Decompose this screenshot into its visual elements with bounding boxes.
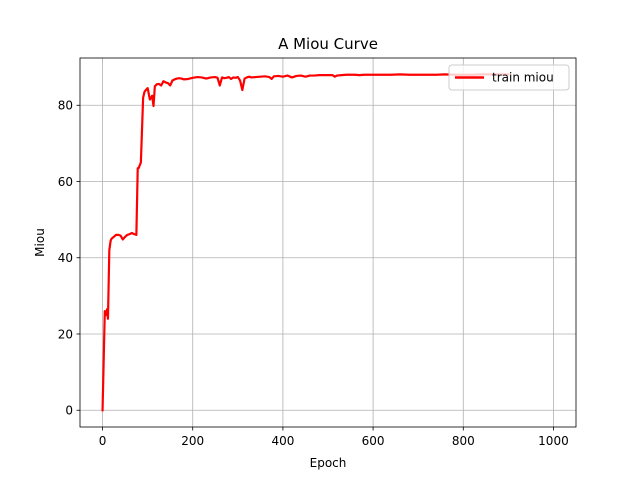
x-tick-label: 600 <box>362 434 385 448</box>
x-tick-label: 400 <box>271 434 294 448</box>
x-tick-label: 200 <box>181 434 204 448</box>
x-tick-label: 1000 <box>538 434 569 448</box>
axes-frame <box>79 57 577 428</box>
series-layer <box>101 73 510 412</box>
ticks: 0 200 400 600 800 1000 0 20 40 60 80 <box>58 99 569 448</box>
legend: train miou <box>448 64 570 91</box>
chart-title: A Miou Curve <box>278 35 378 53</box>
legend-box <box>448 64 570 91</box>
y-tick-label: 80 <box>58 99 73 113</box>
x-tick-label: 0 <box>99 434 107 448</box>
grid <box>80 58 576 427</box>
x-tick-label: 800 <box>452 434 475 448</box>
y-tick-label: 40 <box>58 251 73 265</box>
y-tick-label: 0 <box>65 404 73 418</box>
y-tick-label: 60 <box>58 175 73 189</box>
x-axis-label: Epoch <box>310 456 347 470</box>
y-tick-label: 20 <box>58 327 73 341</box>
legend-label: train miou <box>492 71 554 85</box>
y-axis-label: Miou <box>33 228 47 257</box>
series-line-train-miou <box>101 73 510 412</box>
